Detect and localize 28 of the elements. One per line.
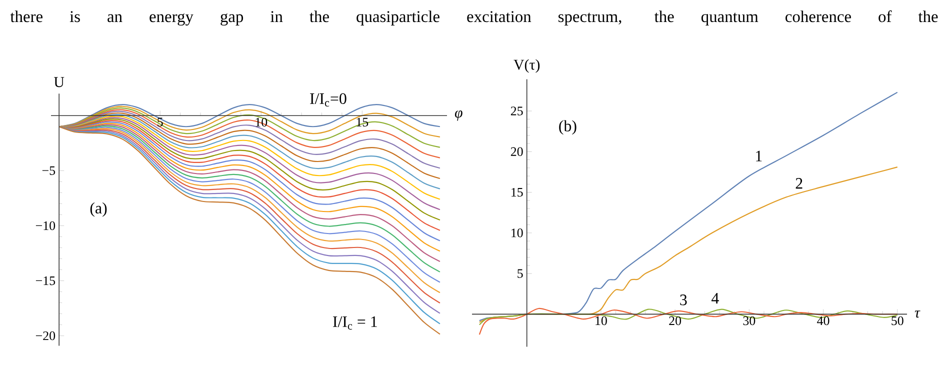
y-tick-label: −10 bbox=[36, 221, 56, 230]
y-tick-label: 25 bbox=[510, 106, 523, 116]
x-tick-label: 20 bbox=[669, 316, 682, 326]
annotation: I/I$_{c}$=0 bbox=[310, 93, 346, 107]
y-tick-label: 15 bbox=[512, 188, 523, 197]
x-tick-label: 40 bbox=[817, 316, 830, 326]
line-series bbox=[58, 106, 440, 138]
annotation: 2 bbox=[796, 178, 802, 189]
x-tick-label: 30 bbox=[743, 316, 756, 326]
y-tick-label: −20 bbox=[36, 331, 56, 340]
y-tick-label: 20 bbox=[510, 147, 523, 156]
annotation: (a) bbox=[90, 202, 107, 217]
annotation: 3 bbox=[680, 294, 687, 306]
y-axis-title: U bbox=[54, 77, 64, 88]
annotation: 1 bbox=[756, 150, 762, 162]
annotation: I/I$_{c}$ = 1 bbox=[333, 316, 377, 330]
x-axis-title: τ bbox=[914, 310, 920, 318]
annotation: 4 bbox=[712, 293, 719, 304]
x-tick-label: 10 bbox=[596, 316, 607, 326]
y-tick-label: −15 bbox=[36, 276, 56, 286]
x-tick-label: 50 bbox=[892, 316, 904, 326]
x-axis-title: φ bbox=[454, 110, 462, 121]
y-axis-title: V(τ) bbox=[514, 59, 540, 73]
y-tick-label: −5 bbox=[42, 166, 56, 175]
annotation: (b) bbox=[559, 120, 576, 135]
y-tick-label: 10 bbox=[512, 228, 523, 238]
text: there is an energy gap in the quasiparticle excitation spectrum, the quantum coherence of the bbox=[10, 10, 938, 26]
y-tick-label: 5 bbox=[518, 269, 523, 278]
